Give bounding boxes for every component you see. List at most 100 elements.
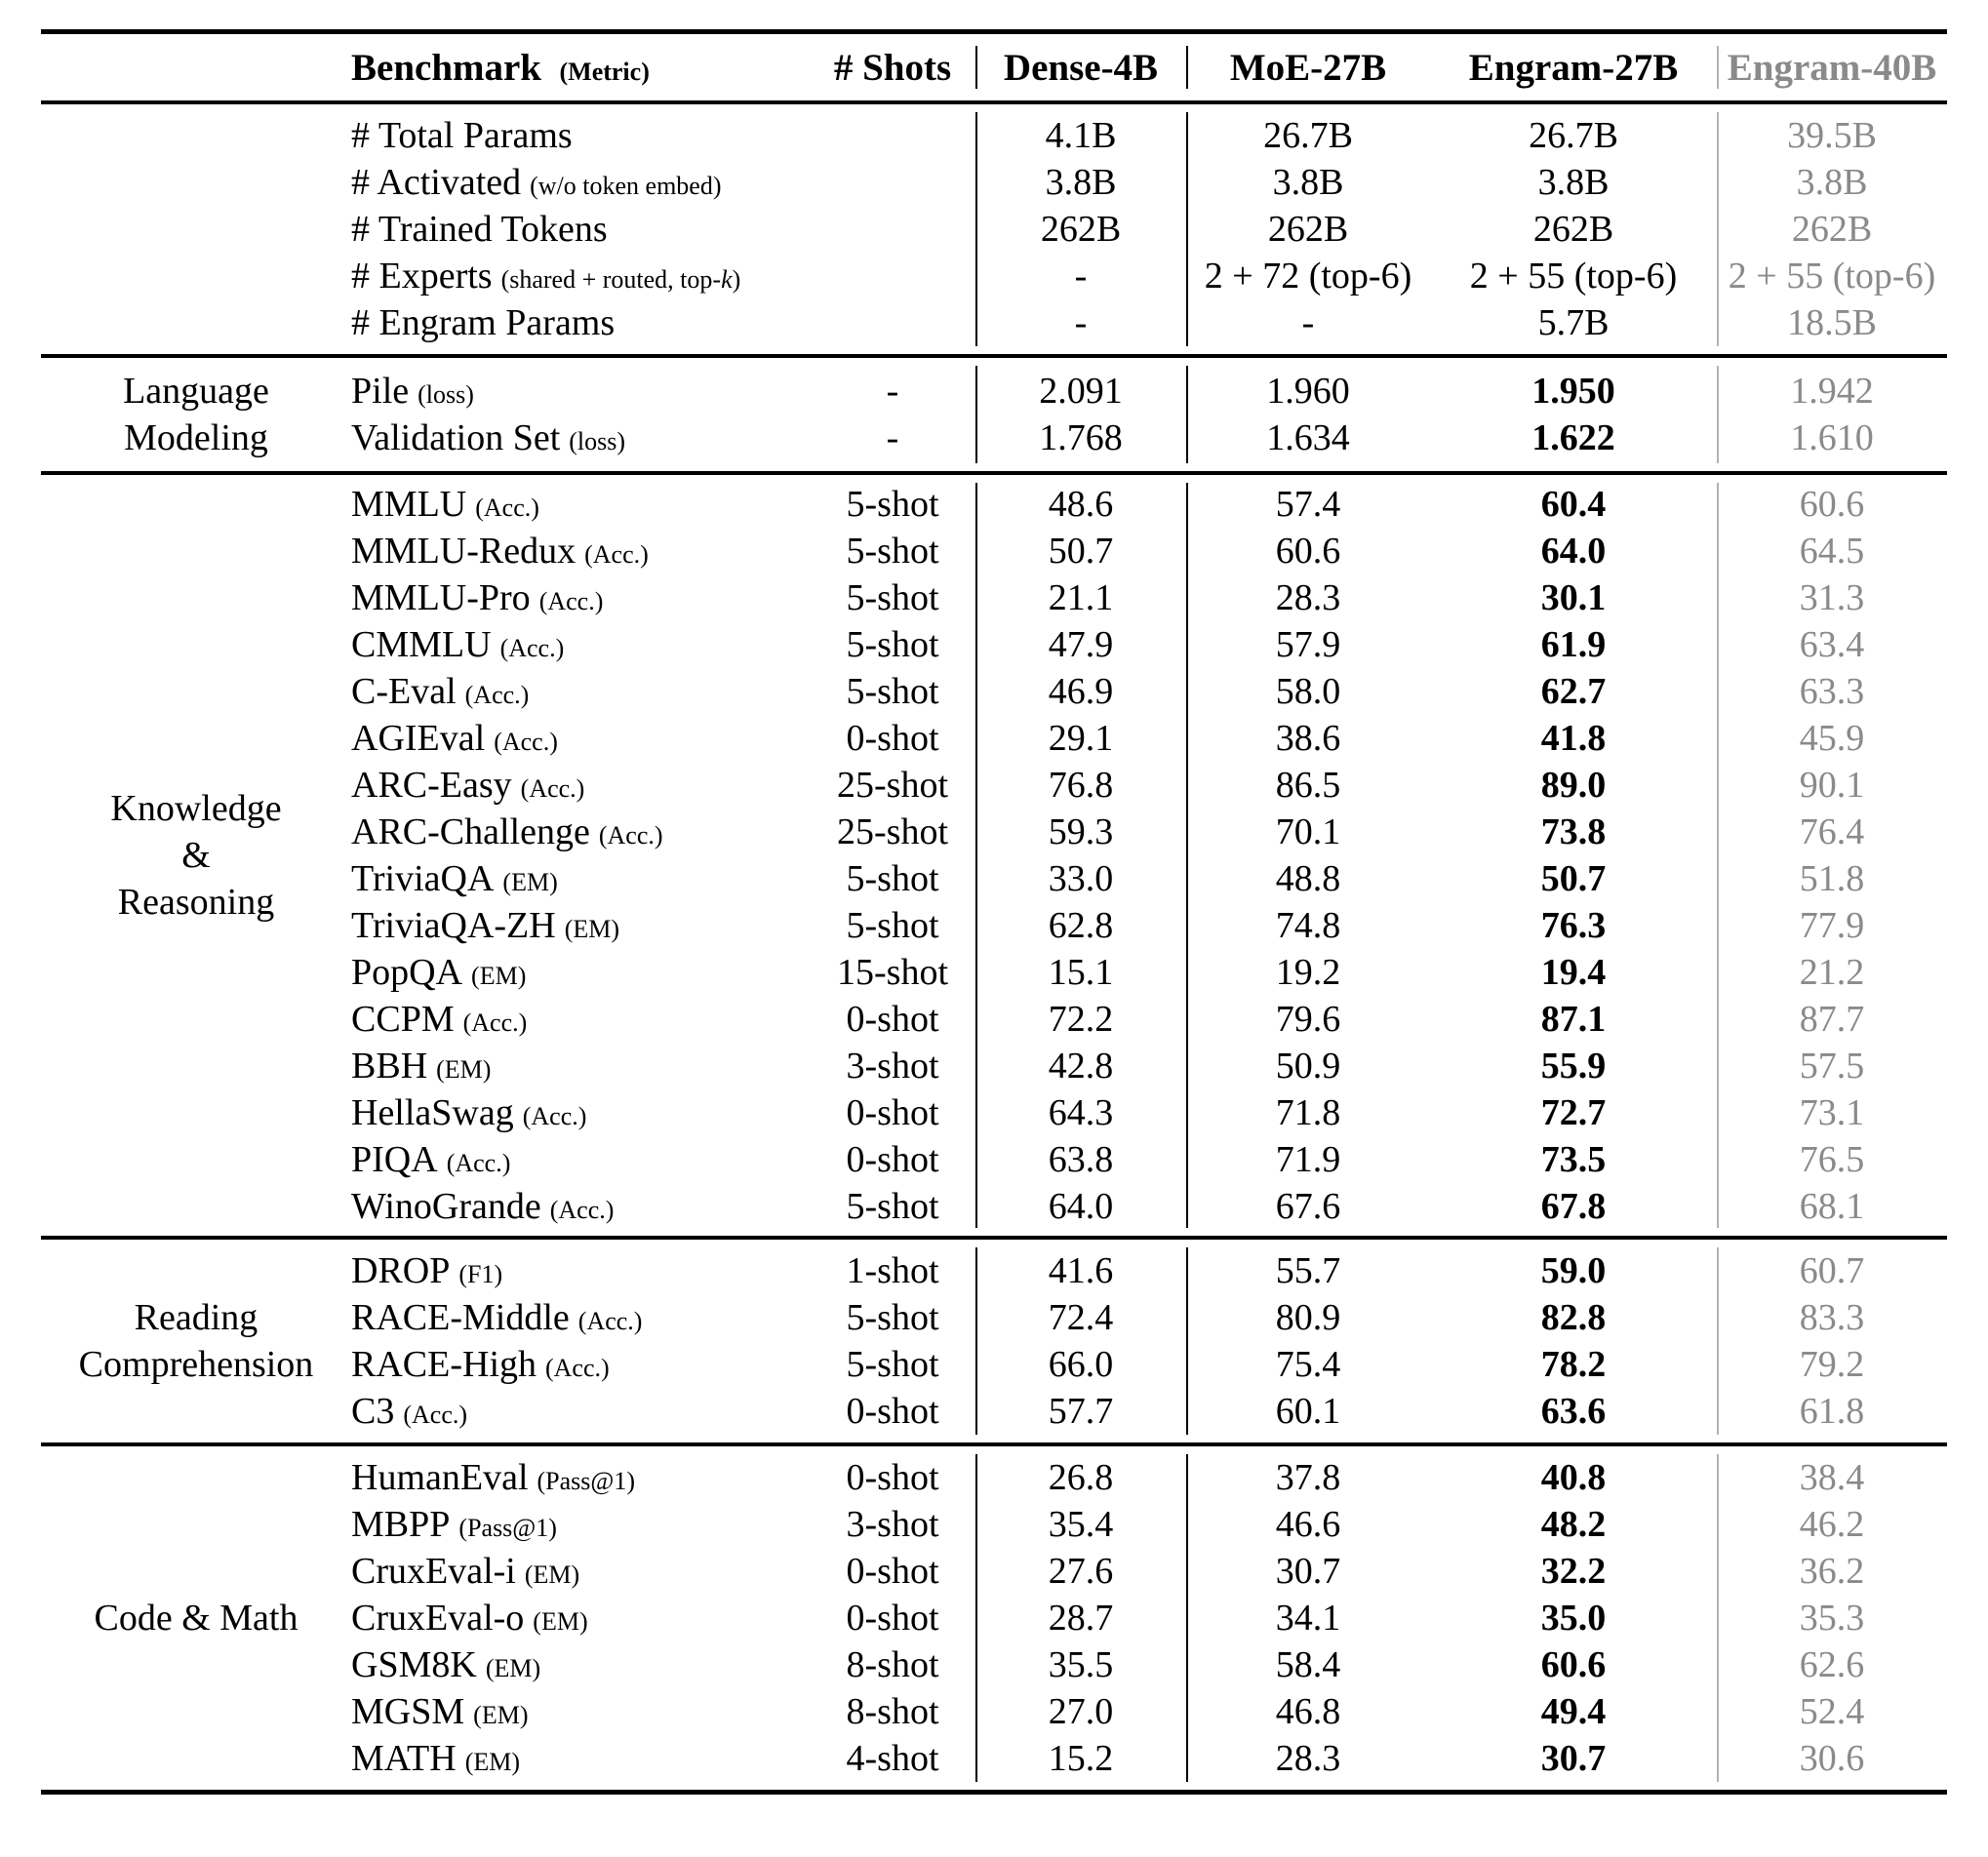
value-cell: 64.3 — [1048, 1092, 1114, 1133]
value-cell: 59.3 — [1048, 811, 1114, 852]
table-row: ARC-Easy (Acc.) 25-shot 76.8 86.5 89.0 90.1 — [41, 762, 1947, 809]
value-cell: 26.7B — [1529, 115, 1618, 156]
value-cell: 76.5 — [1799, 1139, 1865, 1180]
benchmark-name: CCPM — [351, 999, 455, 1040]
benchmark-name: # Engram Params — [351, 302, 616, 343]
value-cell: 33.0 — [1048, 858, 1114, 899]
value-cell: 29.1 — [1048, 718, 1114, 759]
value-cell: 28.7 — [1048, 1598, 1114, 1639]
table-row: MBPP (Pass@1) 3-shot 35.4 46.6 48.2 46.2 — [41, 1501, 1947, 1548]
benchmark-name: MGSM — [351, 1691, 465, 1732]
benchmark-name: TriviaQA — [351, 858, 495, 899]
value-cell: 27.6 — [1048, 1551, 1114, 1592]
shots-cell: - — [886, 417, 899, 458]
value-cell: 72.7 — [1540, 1092, 1607, 1133]
benchmark-name: MBPP — [351, 1504, 451, 1545]
value-cell: 73.1 — [1799, 1092, 1865, 1133]
table-row: Pile (loss) - 2.091 1.960 1.950 1.942 — [41, 368, 1947, 415]
value-cell: 4.1B — [1045, 115, 1117, 156]
header-row: Benchmark (Metric) # Shots Dense-4B MoE-… — [41, 34, 1947, 100]
value-cell: 41.6 — [1048, 1250, 1114, 1291]
shots-cell: 5-shot — [846, 858, 939, 899]
benchmark-cell: Validation Set (loss) — [351, 416, 810, 459]
benchmark-cell: CruxEval-i (EM) — [351, 1550, 810, 1593]
group-label-line: Knowledge — [110, 788, 282, 829]
value-cell: 64.5 — [1799, 531, 1865, 572]
value-cell: 70.1 — [1275, 811, 1341, 852]
value-cell: 35.3 — [1799, 1598, 1865, 1639]
column-divider — [975, 483, 977, 1228]
model-params-section: # Total Params 4.1B 26.7B 26.7B 39.5B # Activ… — [41, 104, 1947, 354]
value-cell: 1.942 — [1790, 371, 1874, 412]
metric-note: (EM) — [436, 1055, 492, 1084]
value-cell: 82.8 — [1540, 1297, 1607, 1338]
table-row: Validation Set (loss) - 1.768 1.634 1.622 1.61… — [41, 415, 1947, 461]
metric-note: (Acc.) — [538, 587, 604, 615]
metric-note: (EM) — [485, 1654, 541, 1682]
column-divider-gray — [1717, 1247, 1719, 1435]
value-cell: 89.0 — [1540, 765, 1607, 806]
column-divider — [1186, 483, 1188, 1228]
value-cell: 31.3 — [1799, 577, 1865, 618]
benchmark-cell: PIQA (Acc.) — [351, 1138, 810, 1181]
shots-cell: 0-shot — [846, 1139, 939, 1180]
value-cell: 76.4 — [1799, 811, 1865, 852]
shots-cell: 25-shot — [837, 765, 948, 806]
benchmark-name: CruxEval-o — [351, 1598, 525, 1639]
benchmark-name: Pile — [351, 371, 410, 412]
value-cell: 30.1 — [1540, 577, 1607, 618]
group-label-line: Language — [123, 371, 269, 412]
metric-note: (Acc.) — [545, 1354, 610, 1382]
benchmark-name: CruxEval-i — [351, 1551, 516, 1592]
group-label-line: Modeling — [124, 417, 268, 458]
shots-cell: 5-shot — [846, 1297, 939, 1338]
value-cell: 262B — [1040, 209, 1122, 250]
benchmark-name: PIQA — [351, 1139, 438, 1180]
value-cell: 41.8 — [1540, 718, 1607, 759]
value-cell: 1.622 — [1531, 417, 1615, 458]
benchmark-name: HellaSwag — [351, 1092, 514, 1133]
benchmark-cell: RACE-High (Acc.) — [351, 1343, 810, 1386]
shots-cell: 0-shot — [846, 1551, 939, 1592]
value-cell: 64.0 — [1048, 1186, 1114, 1227]
table-row: RACE-Middle (Acc.) 5-shot 72.4 80.9 82.8 83.3 — [41, 1294, 1947, 1341]
value-cell: 26.7B — [1263, 115, 1353, 156]
value-cell: 46.8 — [1275, 1691, 1341, 1732]
metric-note: (EM) — [524, 1561, 580, 1589]
metric-note: (F1) — [458, 1260, 503, 1288]
table-row: DROP (F1) 1-shot 41.6 55.7 59.0 60.7 — [41, 1247, 1947, 1294]
benchmark-cell: # Trained Tokens — [351, 208, 810, 251]
shots-cell: 0-shot — [846, 1092, 939, 1133]
metric-note: (Acc.) — [464, 681, 530, 709]
table-row: C3 (Acc.) 0-shot 57.7 60.1 63.6 61.8 — [41, 1388, 1947, 1435]
benchmark-name: # Activated — [351, 162, 522, 203]
column-header-benchmark: Benchmark (Metric) — [351, 46, 810, 90]
metric-note: (Acc.) — [549, 1196, 615, 1224]
section-knowledge-reasoning: Knowledge & Reasoning MMLU (Acc.) 5-shot 48.6… — [41, 475, 1947, 1236]
section-rule — [41, 354, 1947, 358]
value-cell: 49.4 — [1540, 1691, 1607, 1732]
value-cell: 73.8 — [1540, 811, 1607, 852]
benchmark-cell: C3 (Acc.) — [351, 1390, 810, 1433]
column-divider — [1186, 112, 1188, 346]
value-cell: 63.6 — [1540, 1391, 1607, 1432]
value-cell: 35.4 — [1048, 1504, 1114, 1545]
benchmark-name: # Experts — [351, 256, 493, 296]
group-label-line: Reasoning — [117, 882, 275, 923]
value-cell: 1.950 — [1531, 371, 1615, 412]
table-row: C-Eval (Acc.) 5-shot 46.9 58.0 62.7 63.3 — [41, 668, 1947, 715]
benchmark-header-label: Benchmark — [351, 46, 541, 89]
column-divider-gray — [1717, 46, 1719, 89]
value-cell: 50.9 — [1275, 1046, 1341, 1087]
table-row: PopQA (EM) 15-shot 15.1 19.2 19.4 21.2 — [41, 949, 1947, 996]
table-row: CMMLU (Acc.) 5-shot 47.9 57.9 61.9 63.4 — [41, 621, 1947, 668]
value-cell: - — [1074, 256, 1088, 296]
benchmark-name: BBH — [351, 1046, 428, 1087]
shots-cell: 15-shot — [837, 952, 948, 993]
value-cell: 38.6 — [1275, 718, 1341, 759]
value-cell: 35.0 — [1540, 1598, 1607, 1639]
shots-cell: 5-shot — [846, 577, 939, 618]
section-language-modeling: Language Modeling Pile (loss) -2.091 1.960 1.… — [41, 358, 1947, 471]
value-cell: 48.6 — [1048, 484, 1114, 525]
value-cell: 18.5B — [1787, 302, 1877, 343]
